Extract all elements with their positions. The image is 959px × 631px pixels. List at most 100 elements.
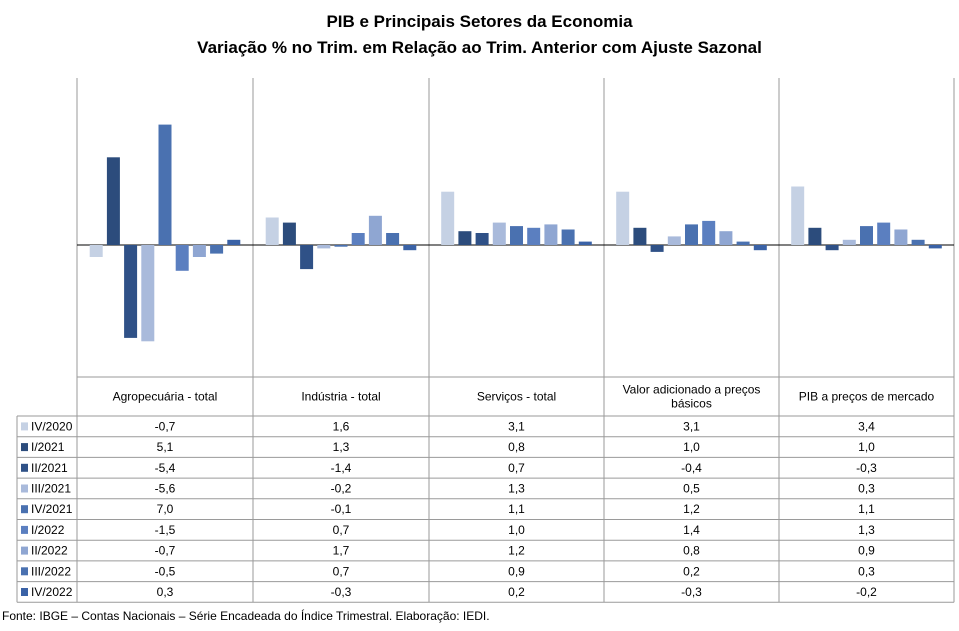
bar: [753, 245, 767, 251]
bar: [192, 245, 206, 257]
bar: [351, 233, 365, 245]
legend-label: IV/2021: [31, 502, 73, 516]
data-label: -0,3: [331, 585, 352, 599]
bar: [282, 222, 296, 245]
category-label: PIB a preços de mercado: [799, 390, 935, 404]
data-label: 0,5: [683, 482, 700, 496]
data-label: 3,1: [508, 419, 525, 433]
bar: [860, 226, 873, 245]
bar: [825, 245, 839, 251]
bar: [719, 231, 733, 245]
legend-label: II/2022: [31, 544, 68, 558]
data-label: 0,7: [508, 461, 525, 475]
bar: [808, 227, 822, 245]
data-label: -0,2: [856, 585, 877, 599]
data-label: 0,9: [508, 564, 525, 578]
data-label: 1,4: [683, 523, 700, 537]
data-label: -1,5: [155, 523, 176, 537]
data-label: 1,2: [683, 502, 700, 516]
legend-label: I/2022: [31, 523, 65, 537]
legend-label: II/2021: [31, 461, 68, 475]
category-label: Serviços - total: [477, 390, 556, 404]
data-label: 3,1: [683, 419, 700, 433]
data-label: 0,9: [858, 544, 875, 558]
bar: [877, 222, 891, 245]
data-label: -0,4: [681, 461, 702, 475]
bar: [317, 245, 331, 249]
data-label: -1,4: [331, 461, 352, 475]
legend-swatch: [21, 546, 28, 555]
data-label: -0,7: [155, 419, 176, 433]
bar: [227, 239, 241, 245]
bar: [685, 224, 698, 245]
bar: [475, 233, 489, 245]
category-label: Valor adicionado a preços: [623, 383, 761, 397]
bar: [667, 236, 681, 245]
legend-swatch: [21, 588, 28, 596]
legend-label: I/2021: [31, 440, 65, 454]
data-label: -0,3: [856, 461, 877, 475]
bar: [106, 157, 120, 245]
legend-label: IV/2022: [31, 585, 73, 599]
data-label: 0,2: [683, 564, 700, 578]
bar: [124, 245, 138, 338]
data-label: 1,3: [333, 440, 350, 454]
legend-label: III/2022: [31, 564, 71, 578]
data-label: 0,3: [157, 585, 174, 599]
legend-swatch: [21, 422, 28, 431]
data-label: 0,3: [858, 564, 875, 578]
bar: [928, 245, 942, 249]
bar: [458, 231, 472, 245]
bar: [89, 245, 103, 257]
data-label: 1,3: [858, 523, 875, 537]
bar: [544, 224, 558, 245]
data-label: 1,0: [508, 523, 525, 537]
bar: [842, 239, 856, 245]
bar: [368, 215, 382, 245]
category-label: Agropecuária - total: [113, 390, 218, 404]
data-label: 3,4: [858, 419, 875, 433]
bar: [141, 245, 155, 342]
bar: [527, 227, 541, 245]
legend-label: III/2021: [31, 482, 71, 496]
data-label: -0,5: [155, 564, 176, 578]
data-label: 1,6: [333, 419, 350, 433]
category-label: básicos: [671, 397, 712, 411]
data-label: 7,0: [157, 502, 174, 516]
data-label: 1,2: [508, 544, 525, 558]
bar: [616, 191, 630, 245]
bar: [492, 222, 506, 245]
bar: [300, 245, 314, 270]
data-label: -0,2: [331, 482, 352, 496]
bar: [441, 191, 455, 245]
legend-label: IV/2020: [31, 419, 73, 433]
legend-swatch: [21, 505, 28, 514]
chart-title: PIB e Principais Setores da Economia: [326, 12, 633, 31]
data-label: 1,3: [508, 482, 525, 496]
data-label: -0,1: [331, 502, 352, 516]
bar: [911, 239, 925, 245]
bar: [633, 227, 647, 245]
data-label: 1,1: [858, 502, 875, 516]
data-label: 0,7: [333, 523, 350, 537]
data-label: 1,0: [683, 440, 700, 454]
data-label: -5,4: [155, 461, 176, 475]
data-label: 0,2: [508, 585, 525, 599]
legend-swatch: [21, 443, 28, 452]
data-label: 1,7: [333, 544, 350, 558]
data-label: 0,7: [333, 564, 350, 578]
bar: [561, 229, 575, 245]
data-label: 0,3: [858, 482, 875, 496]
bar: [210, 245, 224, 254]
data-label: 1,0: [858, 440, 875, 454]
bar: [386, 233, 400, 245]
legend-swatch: [21, 463, 28, 472]
chart-subtitle: Variação % no Trim. em Relação ao Trim. …: [197, 38, 762, 57]
bar: [702, 220, 716, 245]
data-label: -5,6: [155, 482, 176, 496]
bar: [736, 241, 750, 245]
legend-swatch: [21, 484, 28, 493]
data-label: 5,1: [157, 440, 174, 454]
data-label: 0,8: [683, 544, 700, 558]
bar: [334, 245, 348, 247]
